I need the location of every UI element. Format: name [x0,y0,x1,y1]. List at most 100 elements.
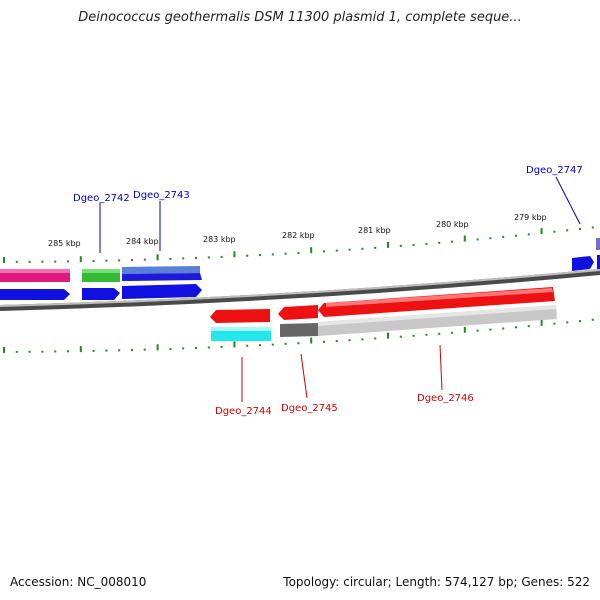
inner-ring-minor-tick [41,350,44,353]
outer-ring-minor-tick [54,260,57,263]
outer-ring-minor-tick [207,256,210,259]
outer-ring-major-tick [156,254,159,261]
inner-ring-minor-tick [169,347,172,350]
inner-ring-minor-tick [579,320,581,323]
outer-ring-minor-tick [579,227,581,230]
outer-ring-minor-tick [412,243,415,246]
gene-label-dgeo2742[interactable]: Dgeo_2742 [73,193,130,204]
gene-arrow-blue-2[interactable] [82,288,120,300]
outer-ring-minor-tick [41,260,44,263]
inner-ring-minor-tick [220,345,223,348]
outer-ring-minor-tick [527,233,530,236]
inner-ring-major-tick [463,326,466,333]
inner-ring-minor-tick [412,334,415,337]
outer-ring-major-tick [310,247,313,254]
inner-ring-major-tick [156,344,159,351]
outer-ring-major-tick [463,235,466,242]
outer-ring-major-tick [79,256,82,263]
outer-ring-minor-tick [195,257,197,259]
inner-ring-major-tick [540,319,543,326]
inner-ring-minor-tick [323,340,325,343]
outer-ring-major-tick [540,228,543,235]
outer-ring-minor-tick [28,260,31,263]
inner-ring-minor-tick [182,347,185,350]
accession-text: Accession: NC_008010 [10,575,147,589]
gene-label-dgeo2744[interactable]: Dgeo_2744 [215,406,272,417]
gene-label-dgeo2743[interactable]: Dgeo_2743 [133,190,190,201]
inner-ring-minor-tick [502,327,505,330]
gene-block-dgeo2743-dark[interactable] [122,273,202,281]
gene-label-dgeo2745[interactable]: Dgeo_2745 [281,403,338,414]
inner-ring-minor-tick [553,322,556,325]
inner-ring-major-tick [3,347,5,353]
gene-arrow-dgeo2743[interactable] [122,284,202,299]
gene-block-dgeo2746-shade [318,305,556,326]
inner-scale-ring [3,318,594,353]
outer-ring-minor-tick [182,257,185,260]
inner-ring-minor-tick [527,325,530,328]
inner-ring-minor-tick [92,349,95,352]
inner-ring-major-tick [79,346,82,353]
gene-block-pink-shade [0,269,70,273]
gene-block-dgeo2743-light[interactable] [122,266,200,274]
outer-ring-minor-tick [489,237,492,240]
gene-arrow-blue-1[interactable] [0,289,70,300]
scale-label-285: 285 kbp [48,239,81,248]
outer-ring-minor-tick [92,260,95,262]
outer-ring-minor-tick [15,260,18,263]
inner-ring-minor-tick [374,337,377,340]
inner-ring-minor-tick [259,344,261,347]
inner-ring-minor-tick [195,347,197,349]
gene-arrow-dgeo2744[interactable] [210,309,270,323]
outer-ring-minor-tick [591,226,594,229]
callout-dgeo2747 [555,176,581,225]
outer-ring-minor-tick [169,257,172,260]
scale-label-280: 280 kbp [436,220,469,229]
callout-dgeo2745 [300,353,308,399]
outer-ring-major-tick [387,241,389,248]
outer-ring-minor-tick [246,254,249,257]
gene-labels: Dgeo_2742 Dgeo_2743 Dgeo_2747 Dgeo_2744 … [73,165,583,417]
outer-ring-minor-tick [451,240,453,243]
scale-label-284: 284 kbp [126,237,159,246]
outer-ring-minor-tick [131,259,133,262]
inner-ring-major-tick [233,341,236,348]
gene-label-dgeo2747[interactable]: Dgeo_2747 [526,165,583,176]
outer-ring-minor-tick [118,259,121,262]
outer-ring-minor-tick [297,251,300,254]
inner-ring-minor-tick [348,339,351,342]
outer-ring-minor-tick [284,252,287,255]
callout-dgeo2746 [439,344,443,391]
gene-edge-blue [597,255,600,269]
inner-ring-minor-tick [143,348,146,351]
outer-ring-minor-tick [438,241,441,244]
outer-ring-major-tick [3,257,5,263]
inner-ring-minor-tick [297,342,300,345]
inner-ring-minor-tick [246,344,249,347]
summary-text: Topology: circular; Length: 574,127 bp; … [283,575,590,589]
outer-ring-minor-tick [335,249,338,252]
inner-ring-minor-tick [476,329,479,332]
gene-arrow-dgeo2747[interactable] [572,256,594,271]
callout-lines [99,176,581,402]
inner-ring-minor-tick [451,331,453,334]
outer-scale-ring [3,226,594,263]
gene-block-dgeo2745[interactable] [280,323,318,337]
outer-ring-minor-tick [425,242,428,245]
outer-ring-minor-tick [502,235,505,238]
inner-ring-minor-tick [207,346,210,349]
inner-ring-minor-tick [515,326,517,329]
scale-label-281: 281 kbp [358,226,391,235]
inner-ring-major-tick [387,332,389,339]
inner-ring-minor-tick [118,349,121,352]
inner-ring-major-tick [310,337,313,344]
backbone-highlight [0,269,600,307]
gene-label-dgeo2746[interactable]: Dgeo_2746 [417,393,474,404]
outer-ring-minor-tick [515,234,517,237]
outer-ring-minor-tick [323,250,325,253]
gene-arrow-dgeo2745[interactable] [278,305,318,320]
inner-ring-minor-tick [361,338,364,341]
inner-ring-minor-tick [28,350,31,353]
scale-labels: 285 kbp 284 kbp 283 kbp 282 kbp 281 kbp … [48,213,547,248]
